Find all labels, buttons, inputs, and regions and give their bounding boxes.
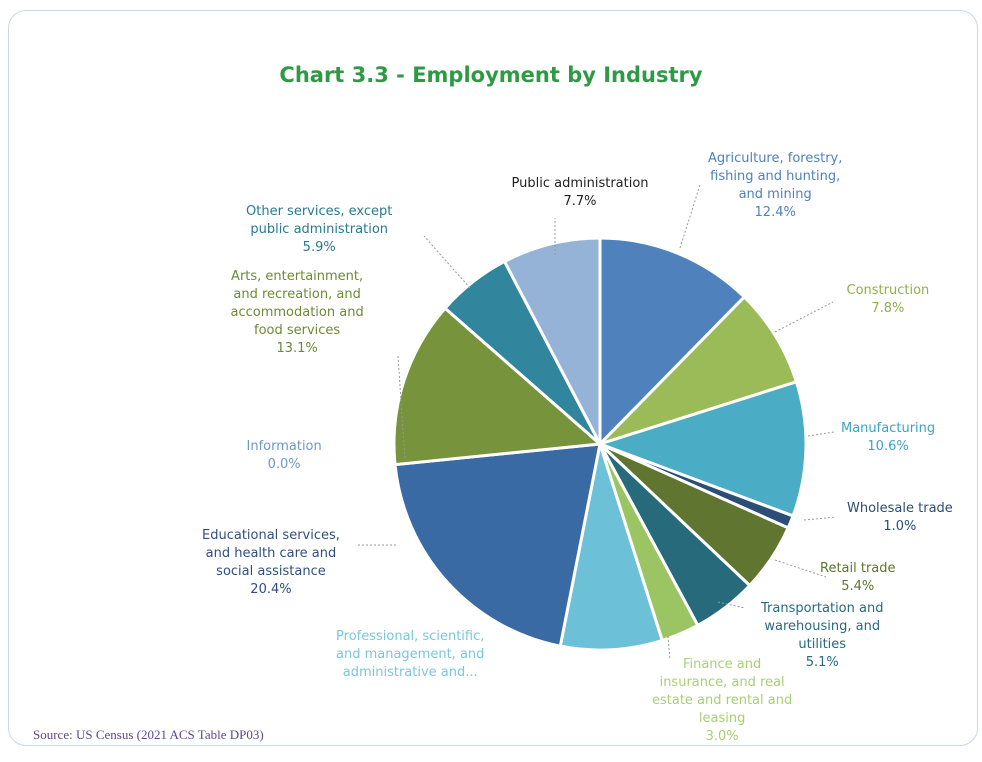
slice-name-label: Construction <box>846 283 930 298</box>
slice-value-label: 10.6% <box>867 439 909 454</box>
slice-value-label: 3.0% <box>705 729 739 744</box>
slice-value-label: 5.4% <box>841 579 875 594</box>
leader-line <box>807 431 835 437</box>
slice-label: Educational services, and health care and… <box>202 527 340 599</box>
slice-label: Finance and insurance, and real estate and… <box>652 656 792 746</box>
slice-label: Manufacturing 10.6% <box>841 420 935 456</box>
slice-name-label: food services <box>254 323 341 338</box>
slice-name-label: Retail trade <box>820 561 896 576</box>
pie-slice <box>598 294 799 446</box>
slice-name-label: and recreation, and <box>233 287 361 302</box>
leader-line <box>667 635 671 661</box>
slice-name-label: Public administration <box>511 176 649 191</box>
slice-name-label: and health care and <box>205 546 337 561</box>
slice-name-label: fishing and hunting, <box>710 169 841 184</box>
pie-slice <box>558 443 665 652</box>
slice-name-label: social assistance <box>216 564 326 579</box>
slice-value-label: 5.9% <box>302 240 336 255</box>
slice-name-label: public administration <box>250 222 389 237</box>
leader-line <box>774 301 834 333</box>
slice-name-label: leasing <box>698 711 746 726</box>
slice-name-label: Manufacturing <box>841 421 936 436</box>
slice-name-label: Wholesale trade <box>847 501 953 516</box>
slice-name-label: Agriculture, forestry, <box>708 151 843 166</box>
slice-value-label: 5.1% <box>805 655 839 670</box>
pie-slice <box>393 442 602 648</box>
slice-name-label: estate and rental and <box>652 693 793 708</box>
slice-value-label: 20.4% <box>250 582 292 597</box>
slice-name-label: Information <box>246 439 322 454</box>
leader-line <box>774 559 827 578</box>
slice-name-label: insurance, and real <box>659 675 785 690</box>
slice-label: Professional, scientific, and management,… <box>336 628 484 682</box>
slice-name-label: Educational services, <box>202 528 340 543</box>
slice-value-label: 12.4% <box>754 205 796 220</box>
leader-line <box>423 235 471 289</box>
slice-label: Arts, entertainment, and recreation, and a… <box>231 268 364 358</box>
slice-label: Agriculture, forestry, fishing and huntin… <box>708 150 842 222</box>
slice-value-label: 13.1% <box>276 341 318 356</box>
leader-line <box>679 184 701 249</box>
slice-value-label: 7.8% <box>871 301 905 316</box>
leader-line <box>803 516 837 521</box>
slice-label: Information 0.0% <box>247 438 322 474</box>
pie-slice <box>392 306 604 467</box>
slice-name-label: warehousing, and <box>764 619 881 634</box>
leader-line <box>717 601 746 609</box>
pie-slice <box>502 236 602 445</box>
leader-line <box>397 355 406 461</box>
slice-name-label: accommodation and <box>230 305 364 320</box>
slice-name-label: administrative and... <box>342 665 478 680</box>
slice-label: Transportation and warehousing, and utilit… <box>761 600 883 672</box>
slice-name-label: and management, and <box>336 647 485 662</box>
pie-slice <box>595 379 808 518</box>
slice-label: Construction 7.8% <box>847 282 930 318</box>
slice-name-label: Transportation and <box>761 601 884 616</box>
slice-label: Other services, except public administrat… <box>246 203 392 257</box>
slice-name-label: utilities <box>798 637 847 652</box>
chart-title: Chart 3.3 - Employment by Industry <box>279 63 703 87</box>
slice-name-label: Other services, except <box>246 204 393 219</box>
slice-name-label: Finance and <box>682 657 762 672</box>
slice-name-label: and mining <box>738 187 812 202</box>
slice-value-label: 7.7% <box>563 194 597 209</box>
slice-label: Wholesale trade 1.0% <box>847 500 953 536</box>
slice-name-label: Professional, scientific, <box>336 629 485 644</box>
slice-value-label: 1.0% <box>883 519 917 534</box>
slice-label: Retail trade 5.4% <box>820 560 896 596</box>
slice-value-label: 0.0% <box>267 457 301 472</box>
slice-label: Public administration 7.7% <box>512 175 649 211</box>
source-note: Source: US Census (2021 ACS Table DP03) <box>33 727 264 742</box>
slice-name-label: Arts, entertainment, <box>231 269 364 284</box>
pie-slice <box>598 236 747 448</box>
